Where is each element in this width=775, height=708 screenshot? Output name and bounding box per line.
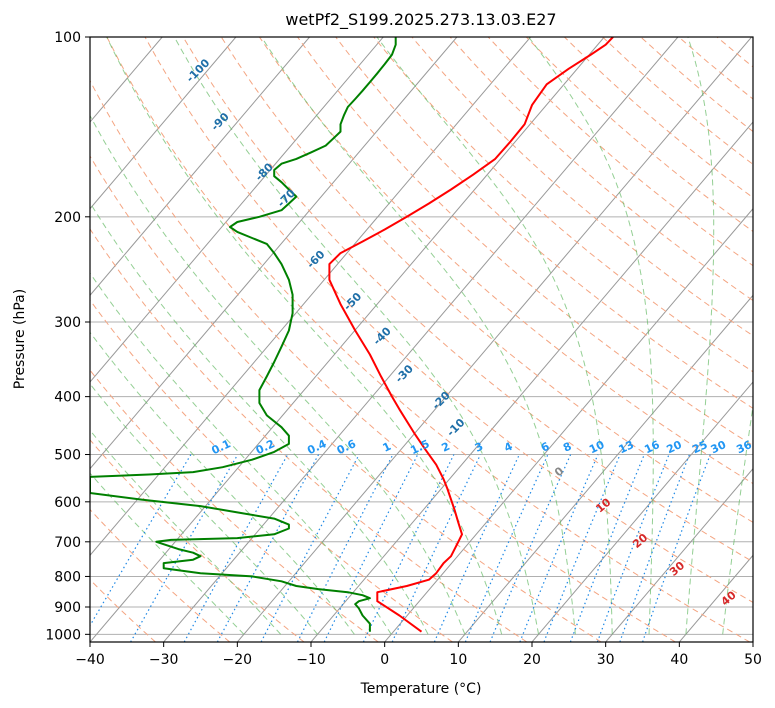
isotherm-line — [90, 37, 310, 297]
moist-adiabat-line — [685, 37, 715, 635]
mixing-ratio-line — [489, 454, 572, 642]
isotherm-line — [531, 381, 753, 642]
isotherm-line — [90, 37, 384, 383]
y-tick-label: 200 — [54, 210, 81, 226]
moist-adiabat-line — [173, 37, 539, 635]
dry-adiabat-line — [90, 369, 379, 642]
y-tick-label: 500 — [54, 448, 81, 464]
moist-adiabat-line — [90, 201, 429, 635]
isotherm-line — [605, 467, 753, 642]
x-tick-label: −30 — [149, 652, 179, 668]
x-tick-label: −20 — [223, 652, 253, 668]
dry-adiabat-line — [90, 79, 676, 642]
y-tick-label: 300 — [54, 315, 81, 331]
y-axis: 100 200 300 400 500 600 700 800 900 1000 — [45, 30, 90, 643]
dry-adiabat-line — [0, 37, 7, 642]
mixing-ratio-label: 16 — [642, 438, 662, 456]
dry-adiabat-line — [411, 37, 753, 337]
moist-adiabat-line — [261, 37, 576, 635]
dry-adiabat-line — [90, 439, 305, 642]
isotherm-line — [90, 37, 531, 557]
x-tick-label: 10 — [449, 652, 467, 668]
x-axis: −40 −30 −20 −10 0 10 20 30 40 50 — [75, 642, 762, 668]
y-tick-label: 600 — [54, 495, 81, 511]
mixing-ratio-label: 20 — [664, 438, 684, 456]
x-axis-title: Temperature (°C) — [360, 681, 482, 697]
x-tick-label: −40 — [75, 652, 105, 668]
dry-adiabat-line — [335, 37, 753, 409]
x-tick-label: 40 — [670, 652, 688, 668]
temperature-profile-line — [328, 37, 614, 633]
y-tick-label: 900 — [54, 600, 81, 616]
x-tick-label: 30 — [597, 652, 615, 668]
grid-layer — [0, 37, 775, 642]
mixing-ratio-label: 25 — [690, 438, 709, 456]
isotherm-line — [236, 37, 752, 642]
dry-adiabat-line — [373, 37, 753, 373]
dry-adiabat-line — [106, 37, 751, 642]
y-tick-label: 100 — [54, 30, 81, 46]
y-tick-label: 400 — [54, 390, 81, 406]
isotherm-line — [90, 37, 237, 210]
isotherm-line — [384, 207, 753, 642]
mixing-ratio-label: 36 — [734, 438, 754, 456]
chart-title: wetPf2_S199.2025.273.13.03.E27 — [285, 10, 556, 30]
moist-adiabat-line — [90, 383, 318, 635]
moist-adiabat-line — [90, 114, 466, 635]
dry-adiabat-line — [90, 508, 231, 642]
mixing-ratio-line — [642, 454, 711, 642]
dry-adiabat-line — [297, 37, 753, 447]
isotherm-line — [752, 641, 753, 642]
x-tick-label: 0 — [380, 652, 389, 668]
y-tick-label: 700 — [54, 535, 81, 551]
x-tick-label: 50 — [744, 652, 762, 668]
dry-adiabat-line — [449, 37, 753, 302]
series-layer — [90, 37, 614, 633]
moist-adiabat-line — [90, 272, 392, 635]
moist-adiabat-line — [528, 37, 654, 635]
mixing-ratio-line — [130, 454, 239, 642]
mixing-ratio-label: 13 — [617, 438, 636, 456]
isotherm-line — [457, 294, 753, 642]
mixing-ratio-label: 30 — [709, 438, 729, 456]
mixing-ratio-line — [464, 454, 549, 642]
isotherm-line — [310, 121, 753, 642]
dewpoint-profile-line — [90, 37, 397, 632]
y-tick-label: 800 — [54, 569, 81, 585]
moist-adiabat-line — [376, 37, 613, 635]
x-tick-label: 20 — [523, 652, 541, 668]
x-tick-label: −10 — [296, 652, 326, 668]
plot-background — [90, 37, 753, 642]
isotherm-line — [90, 37, 605, 642]
dry-adiabat-line — [90, 228, 528, 642]
dry-adiabat-line — [755, 37, 775, 642]
y-axis-title: Pressure (hPa) — [12, 289, 28, 389]
isotherm-line — [163, 37, 679, 642]
dry-adiabat-line — [90, 299, 453, 642]
dry-adiabat-line — [90, 578, 156, 642]
isotherm-line — [90, 37, 458, 470]
y-tick-label: 1000 — [45, 627, 81, 643]
moist-adiabat-line — [106, 37, 503, 635]
moist-adiabat-line — [722, 402, 753, 635]
mixing-ratio-label: 10 — [587, 438, 607, 456]
mixing-ratio-line — [296, 454, 394, 642]
mixing-ratio-line — [260, 454, 360, 642]
dry-adiabat-line — [90, 155, 602, 642]
plot-frame — [89, 36, 754, 643]
mixing-ratio-line — [619, 454, 691, 642]
mixing-ratio-line — [323, 454, 419, 642]
mixing-ratio-line — [596, 454, 670, 642]
